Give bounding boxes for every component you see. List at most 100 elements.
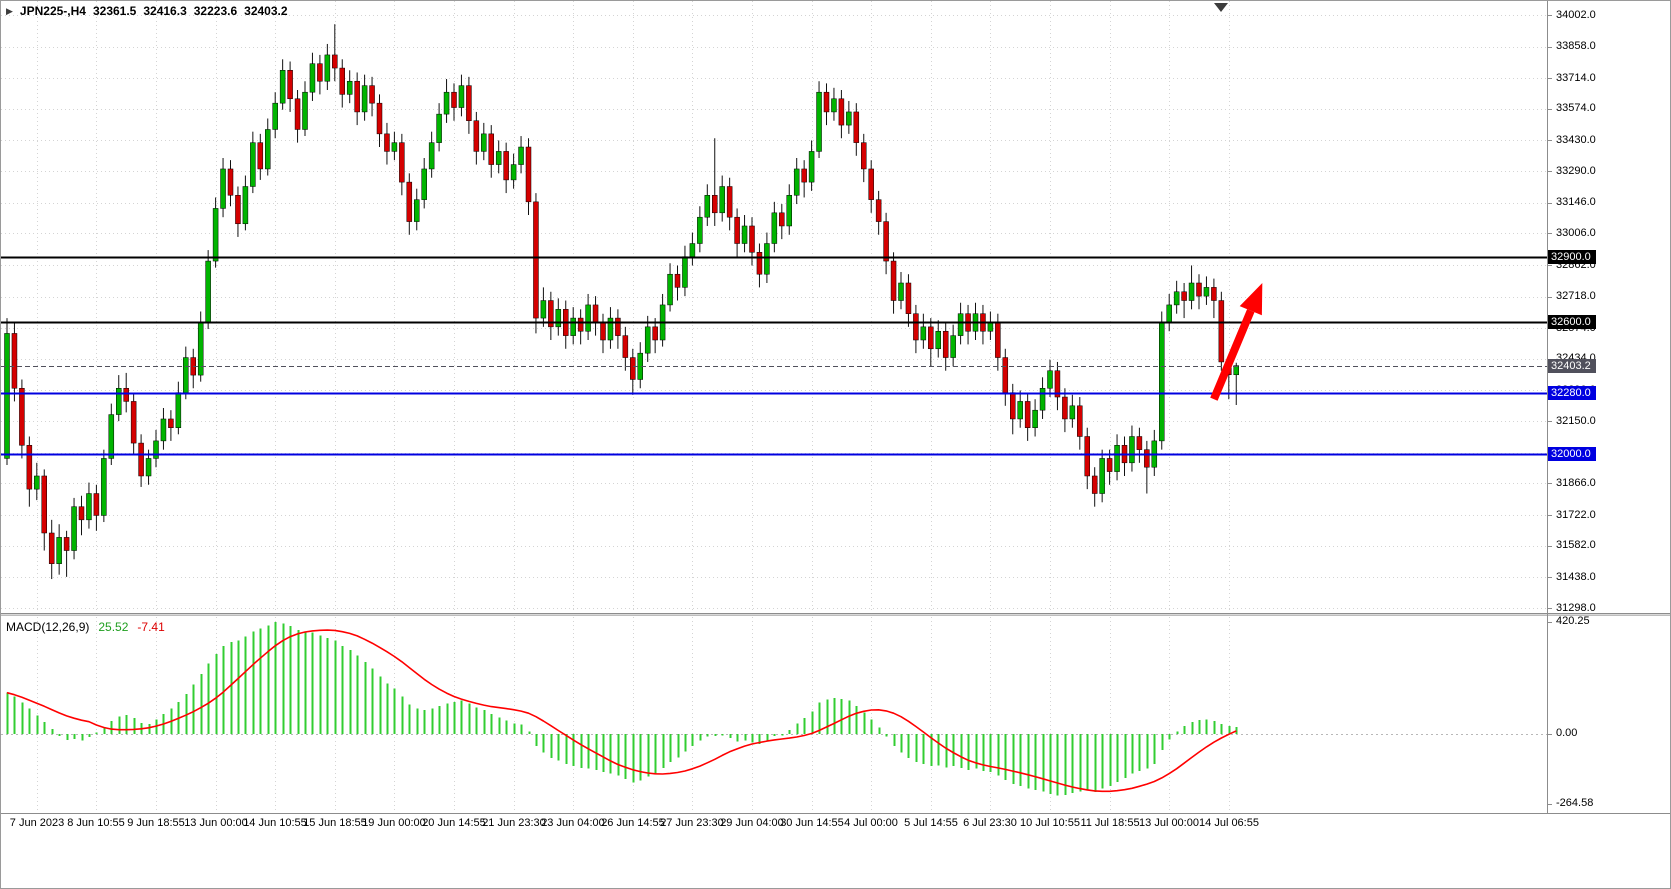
candle bbox=[34, 475, 40, 490]
time-axis[interactable]: 7 Jun 2023 8 Jun 10:55 9 Jun 18:55 13 Jun 0… bbox=[1, 815, 1547, 833]
price-tick-label: 33858.0 bbox=[1556, 40, 1596, 52]
candle bbox=[779, 212, 785, 227]
price-axis-tick bbox=[1548, 265, 1552, 266]
price-tick-label: 33006.0 bbox=[1556, 227, 1596, 239]
candle bbox=[1054, 370, 1061, 398]
candle bbox=[235, 195, 241, 225]
candle bbox=[987, 322, 994, 332]
candle bbox=[346, 80, 353, 95]
candle bbox=[384, 133, 390, 152]
price-tick-label: 33290.0 bbox=[1556, 165, 1596, 177]
panel-separator[interactable] bbox=[1, 613, 1670, 616]
candle bbox=[540, 300, 547, 319]
candle bbox=[272, 102, 278, 130]
candle bbox=[4, 333, 10, 459]
candle bbox=[1002, 357, 1009, 393]
time-axis-label: 23 Jun 04:00 bbox=[541, 817, 605, 829]
candle bbox=[1233, 365, 1239, 376]
candle bbox=[875, 199, 882, 222]
trend-arrow-head[interactable] bbox=[1239, 282, 1263, 316]
candle bbox=[667, 273, 673, 306]
price-chart-canvas[interactable] bbox=[1, 1, 1547, 613]
price-tick-label: 31582.0 bbox=[1556, 539, 1596, 551]
trend-arrow-shaft[interactable] bbox=[1210, 309, 1255, 401]
price-axis-tick bbox=[1548, 421, 1552, 422]
candle bbox=[600, 322, 606, 341]
indicator-name: MACD(12,26,9) bbox=[6, 620, 90, 634]
price-axis-tick bbox=[1548, 15, 1552, 16]
candle bbox=[995, 322, 1001, 358]
candle bbox=[1077, 405, 1083, 437]
candle bbox=[11, 333, 18, 389]
candle bbox=[309, 63, 316, 93]
candle bbox=[861, 142, 867, 170]
candle bbox=[495, 151, 502, 165]
grid-layer bbox=[1, 1, 1547, 613]
candle bbox=[26, 445, 33, 490]
candle bbox=[205, 260, 211, 323]
candle bbox=[1159, 322, 1165, 442]
price-axis-tick bbox=[1548, 233, 1552, 234]
time-axis-label: 4 Jul 00:00 bbox=[844, 817, 898, 829]
candle bbox=[339, 67, 345, 95]
price-level-label[interactable]: 32900.0 bbox=[1548, 250, 1596, 264]
price-tick-label: 33430.0 bbox=[1556, 134, 1596, 146]
candle bbox=[786, 195, 792, 227]
candle bbox=[868, 168, 874, 200]
price-level-label[interactable]: 32280.0 bbox=[1548, 386, 1596, 400]
candle bbox=[928, 326, 934, 350]
candle bbox=[458, 85, 465, 108]
candle bbox=[1188, 282, 1195, 301]
price-tick-label: 31722.0 bbox=[1556, 509, 1596, 521]
candle bbox=[1166, 304, 1172, 323]
price-tick-label: 33146.0 bbox=[1556, 196, 1596, 208]
candle bbox=[719, 186, 725, 214]
time-axis-label: 13 Jun 00:00 bbox=[184, 817, 248, 829]
candle bbox=[71, 506, 77, 551]
candle bbox=[294, 98, 301, 130]
candle bbox=[48, 532, 55, 564]
candle bbox=[354, 80, 360, 113]
time-axis-label: 10 Jul 10:55 bbox=[1020, 817, 1080, 829]
time-axis-label: 20 Jun 14:55 bbox=[422, 817, 486, 829]
time-axis-label: 14 Jun 10:55 bbox=[243, 817, 307, 829]
candle bbox=[592, 304, 599, 323]
candle bbox=[116, 388, 122, 415]
candle bbox=[712, 195, 718, 214]
candle bbox=[1084, 436, 1090, 477]
candle bbox=[741, 225, 748, 244]
candle bbox=[1010, 392, 1016, 420]
candle bbox=[1039, 388, 1046, 411]
candle bbox=[704, 195, 711, 218]
one-click-trading-icon[interactable]: ▶ bbox=[6, 6, 13, 16]
candle bbox=[1136, 436, 1143, 450]
time-axis-label: 19 Jun 00:00 bbox=[362, 817, 426, 829]
candle bbox=[227, 168, 234, 196]
chart-shift-marker[interactable] bbox=[1214, 3, 1228, 12]
price-axis-tick bbox=[1548, 109, 1552, 110]
time-axis-label: 26 Jun 14:55 bbox=[601, 817, 665, 829]
current-price-label[interactable]: 32403.2 bbox=[1548, 359, 1596, 373]
candle bbox=[1024, 401, 1031, 428]
price-level-label[interactable]: 32000.0 bbox=[1548, 447, 1596, 461]
candle bbox=[652, 326, 658, 341]
candle bbox=[1099, 458, 1105, 494]
candle bbox=[1047, 370, 1053, 389]
candle bbox=[391, 142, 398, 152]
candle bbox=[138, 442, 144, 477]
indicator-axis-tick bbox=[1548, 734, 1552, 735]
candle bbox=[428, 142, 435, 170]
open-value: 32361.5 bbox=[92, 4, 137, 18]
macd-indicator-canvas[interactable] bbox=[1, 617, 1547, 811]
candle bbox=[838, 98, 845, 126]
price-level-label[interactable]: 32600.0 bbox=[1548, 315, 1596, 329]
candle bbox=[242, 186, 249, 225]
candle bbox=[265, 129, 271, 170]
level-lines-layer bbox=[1, 256, 1547, 456]
candle bbox=[56, 537, 62, 564]
candle bbox=[518, 146, 524, 165]
candle bbox=[510, 164, 517, 181]
candle bbox=[1218, 300, 1225, 363]
price-axis[interactable]: 420.25 0.00 -264.58 34002.0 33858.0 33714.… bbox=[1548, 1, 1670, 813]
time-axis-label: 30 Jun 14:55 bbox=[780, 817, 844, 829]
